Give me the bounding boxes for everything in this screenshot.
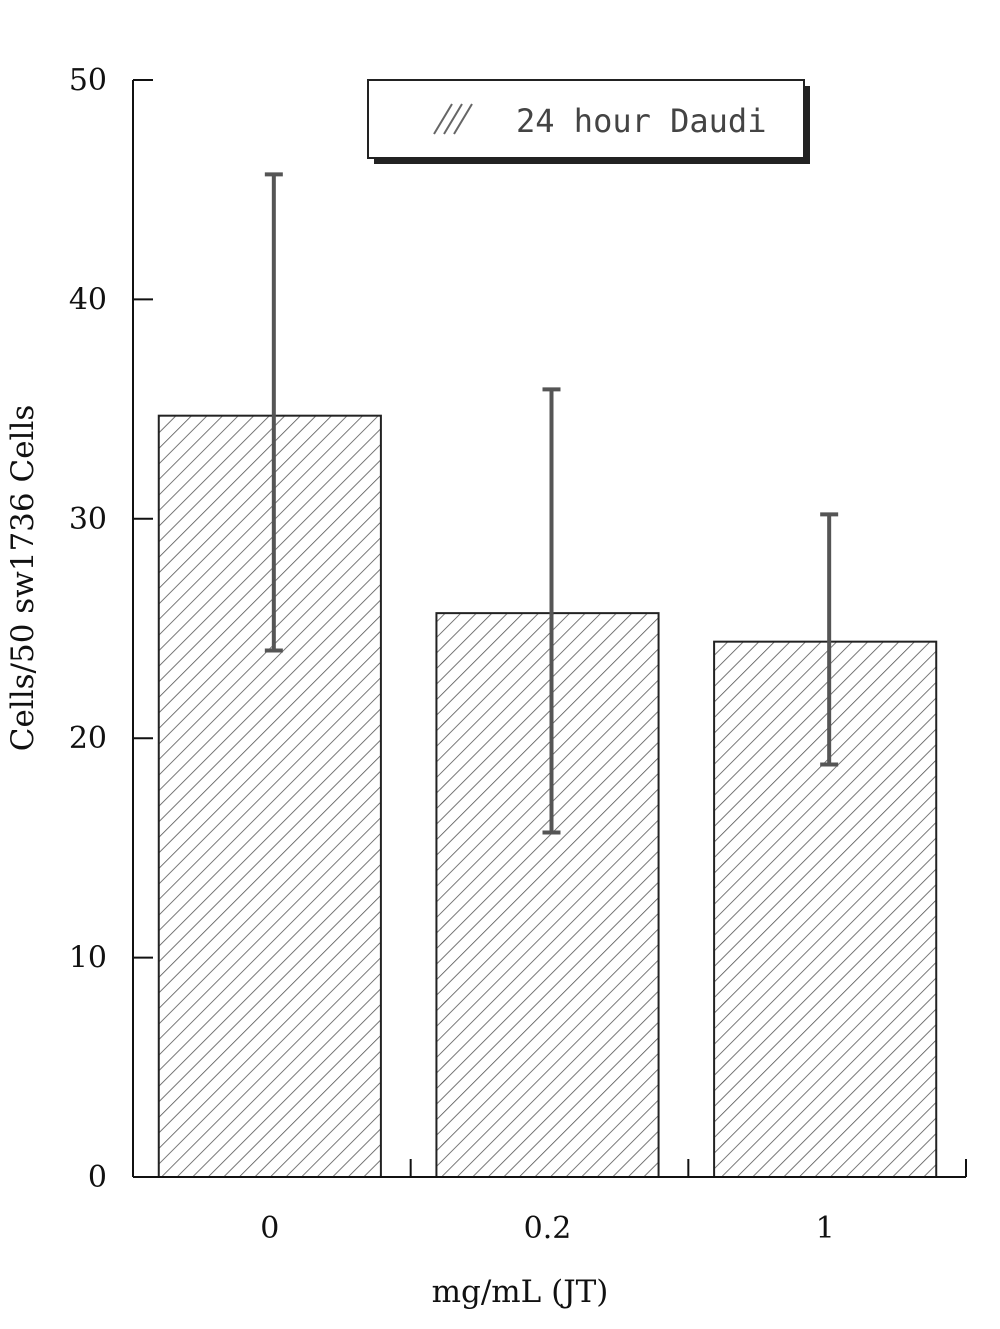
bars-layer — [157, 414, 938, 1178]
y-tick-label: 30 — [69, 502, 107, 537]
legend-box — [367, 79, 805, 159]
legend: 24 hour Daudi — [367, 79, 810, 164]
legend-label: 24 hour Daudi — [516, 102, 766, 140]
y-ticks: 0 10 20 30 40 50 — [69, 63, 153, 1195]
x-tick-label: 0.2 — [524, 1211, 572, 1246]
x-axis: 0 0.2 1 — [133, 1159, 967, 1246]
y-tick-label: 10 — [69, 941, 107, 976]
y-tick-label: 40 — [69, 282, 107, 317]
bar — [435, 612, 660, 1178]
x-axis-title: mg/mL (JT) — [432, 1274, 609, 1310]
legend-hatch-swatch — [433, 103, 473, 135]
y-tick-label: 20 — [69, 721, 107, 756]
bar — [157, 414, 382, 1178]
error-bars-layer — [264, 172, 839, 835]
y-axis-title: Cells/50 sw1736 Cells — [5, 405, 41, 752]
x-tick-label: 1 — [816, 1211, 835, 1246]
y-tick-label: 0 — [88, 1160, 107, 1195]
bar — [713, 640, 938, 1178]
x-ticks: 0 0.2 1 — [260, 1159, 967, 1246]
x-tick-label: 0 — [260, 1211, 279, 1246]
y-tick-label: 50 — [69, 63, 107, 98]
y-axis: 0 10 20 30 40 50 — [69, 63, 153, 1195]
